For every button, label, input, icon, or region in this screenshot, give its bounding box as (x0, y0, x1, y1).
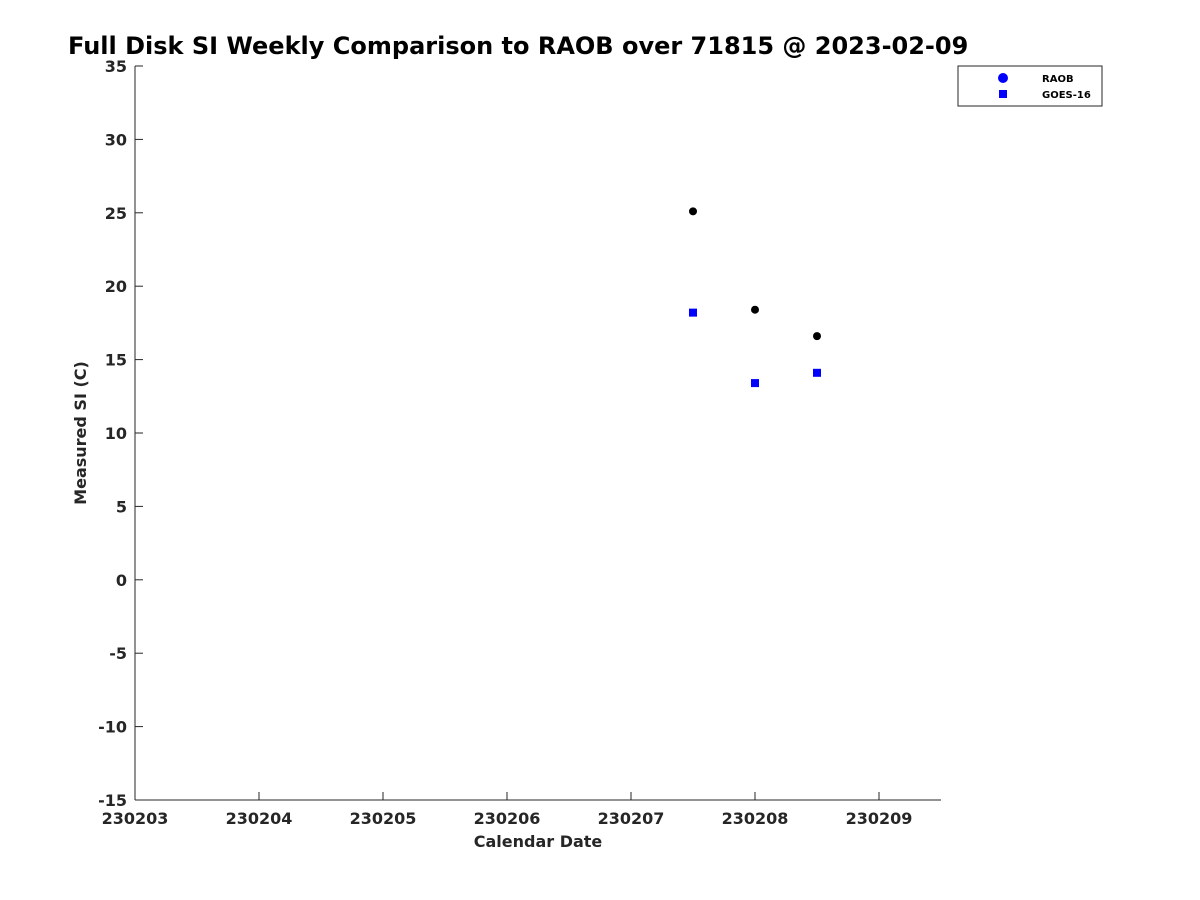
legend-box (957, 65, 1103, 107)
legend-label: RAOB (1042, 74, 1074, 85)
goes-16-point (813, 368, 821, 377)
x-tick-label: 230207 (598, 809, 665, 828)
x-axis-ticks: 230203 230204 230205 230206 230207 230208 2302… (102, 792, 913, 828)
x-tick-label: 230205 (350, 809, 417, 828)
x-tick-label: 230208 (722, 809, 789, 828)
legend-goes-16-marker (999, 90, 1007, 98)
y-axis-label: Measured SI (C) (71, 361, 90, 505)
y-tick-label: 5 (116, 497, 127, 516)
legend: RAOB GOES-16 (957, 65, 1103, 107)
legend-items: RAOB GOES-16 (998, 73, 1091, 101)
x-tick-label: 230206 (474, 809, 541, 828)
y-axis-ticks: -15 -10 -5 0 5 10 15 20 25 30 35 (98, 57, 143, 810)
raob-point (751, 305, 759, 314)
y-tick-label: 30 (105, 130, 127, 149)
plot-axes (134, 66, 941, 801)
goes-16-point (751, 379, 759, 388)
y-tick-label: -5 (109, 644, 127, 663)
legend-raob-marker (998, 73, 1008, 83)
y-tick-label: 10 (105, 424, 127, 443)
legend-label: GOES-16 (1042, 90, 1091, 101)
y-tick-label: 35 (105, 57, 127, 76)
raob-point (813, 332, 821, 341)
y-tick-label: 0 (116, 571, 127, 590)
x-axis-label: Calendar Date (474, 832, 603, 851)
y-tick-label: 25 (105, 204, 127, 223)
y-tick-label: 20 (105, 277, 127, 296)
y-tick-label: -15 (98, 791, 127, 810)
goes-16-point (689, 308, 697, 317)
data-points (689, 207, 821, 388)
y-tick-label: 15 (105, 351, 127, 370)
x-tick-label: 230203 (102, 809, 169, 828)
x-tick-label: 230204 (226, 809, 293, 828)
y-tick-label: -10 (98, 718, 127, 737)
raob-point (689, 207, 697, 216)
x-tick-label: 230209 (846, 809, 913, 828)
chart-title: Full Disk SI Weekly Comparison to RAOB o… (68, 32, 968, 60)
